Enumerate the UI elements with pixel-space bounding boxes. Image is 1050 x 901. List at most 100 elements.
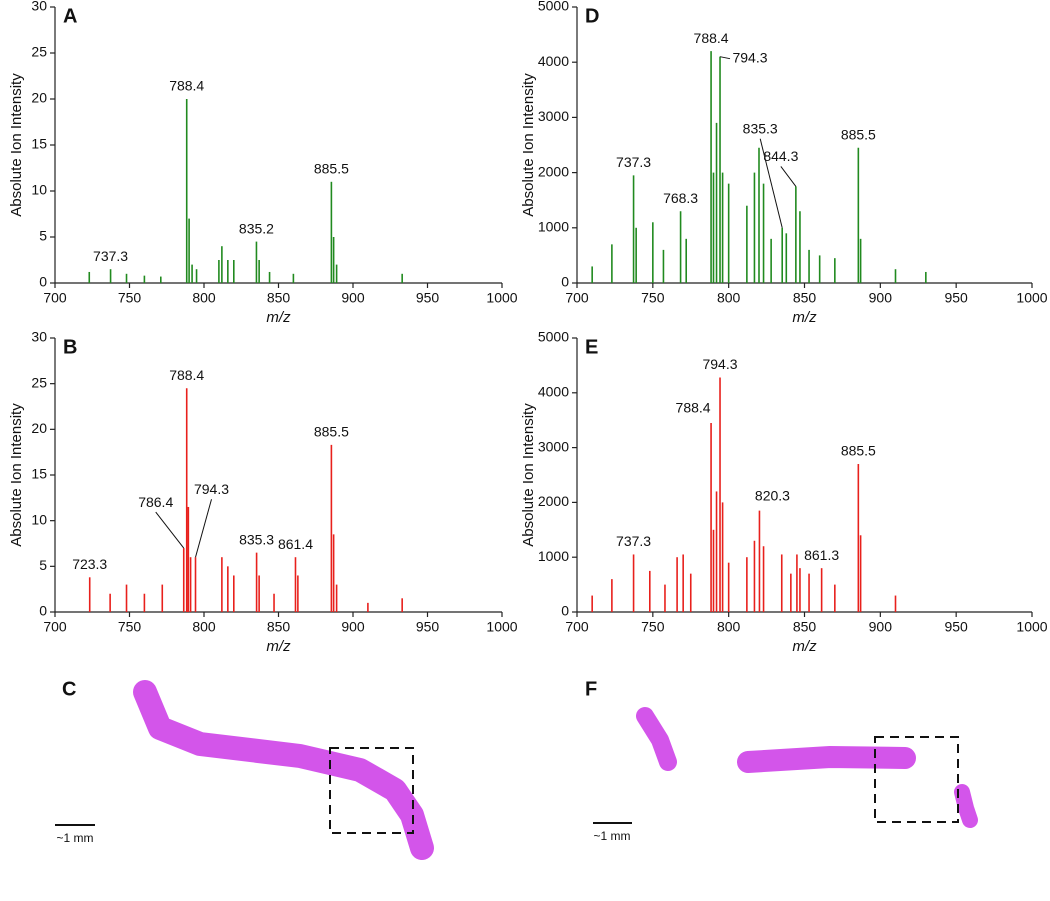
x-tick-label: 850 [267,290,291,306]
x-tick-label: 750 [641,619,665,635]
panel-letter: D [585,5,599,27]
panel-letter: B [63,336,77,358]
y-tick-label: 25 [31,44,47,60]
y-tick-label: 0 [561,603,569,619]
peak-label: 723.3 [72,556,107,572]
x-tick-label: 700 [43,290,67,306]
x-axis-title: m/z [266,309,291,326]
peak-label: 820.3 [755,487,790,503]
x-tick-label: 800 [192,619,216,635]
peak-label: 794.3 [194,481,229,497]
x-tick-label: 900 [869,290,893,306]
y-tick-label: 15 [31,136,47,152]
peak-label: 885.5 [314,161,349,177]
peak-label: 885.5 [314,424,349,440]
x-tick-label: 850 [793,619,817,635]
x-tick-label: 950 [944,619,968,635]
y-tick-label: 2000 [538,493,569,509]
y-tick-label: 3000 [538,108,569,124]
y-axis-title: Absolute Ion Intensity [8,403,25,547]
tissue-section [636,707,677,771]
peak-label: 835.3 [239,531,274,547]
y-tick-label: 4000 [538,53,569,69]
x-tick-label: 1000 [486,619,517,635]
roi-box [329,747,414,834]
tissue-image-f: ~1 mm F [585,678,978,843]
y-tick-label: 5000 [538,329,569,345]
peak-label: 794.3 [702,356,737,372]
x-tick-label: 700 [43,619,67,635]
peak-label: 861.3 [804,547,839,563]
y-tick-label: 25 [31,374,47,390]
peak-label: 768.3 [663,190,698,206]
y-tick-label: 30 [31,329,47,345]
leader-line [719,56,731,60]
x-tick-label: 700 [565,619,589,635]
y-tick-label: 5000 [538,0,569,14]
y-tick-label: 2000 [538,163,569,179]
y-tick-label: 10 [31,511,47,527]
peak-label: 788.4 [694,30,729,46]
peak-label: 788.4 [676,400,711,416]
leader-line [195,499,212,558]
x-tick-label: 750 [118,619,142,635]
y-tick-label: 5 [39,228,47,244]
x-tick-label: 750 [641,290,665,306]
panel-letter: F [585,678,597,700]
x-tick-label: 1000 [1016,290,1047,306]
panel-letter: C [62,678,76,700]
peak-label: 737.3 [616,533,651,549]
y-tick-label: 1000 [538,548,569,564]
x-tick-label: 1000 [486,290,517,306]
panel-letter: A [63,5,77,27]
tissue-image-c: ~1 mm C [55,678,434,860]
leader-line [780,166,797,187]
leader-line [759,138,783,228]
x-tick-label: 900 [869,619,893,635]
y-tick-label: 3000 [538,438,569,454]
x-tick-label: 950 [416,619,440,635]
y-axis-title: Absolute Ion Intensity [520,73,537,217]
x-tick-label: 750 [118,290,142,306]
y-tick-label: 0 [561,274,569,290]
peak-label: 861.4 [278,536,313,552]
y-tick-label: 0 [39,274,47,290]
tissue-section [737,746,916,773]
x-axis-title: m/z [792,309,817,326]
x-axis-title: m/z [266,638,291,655]
y-tick-label: 20 [31,90,47,106]
y-tick-label: 5 [39,557,47,573]
y-axis-title: Absolute Ion Intensity [520,403,537,547]
y-axis-title: Absolute Ion Intensity [8,73,25,217]
x-tick-label: 900 [341,290,365,306]
x-tick-label: 850 [267,619,291,635]
roi-box [874,736,959,823]
x-tick-label: 1000 [1016,619,1047,635]
peak-label: 786.4 [138,494,173,510]
scale-label: ~1 mm [56,831,93,845]
peak-label: 835.3 [743,121,778,137]
x-tick-label: 900 [341,619,365,635]
tissue-section [133,680,434,860]
y-tick-label: 30 [31,0,47,14]
y-tick-label: 4000 [538,384,569,400]
y-tick-label: 1000 [538,219,569,235]
x-tick-label: 850 [793,290,817,306]
peak-label: 737.3 [93,248,128,264]
scale-label: ~1 mm [593,829,630,843]
y-tick-label: 15 [31,466,47,482]
peak-label: 885.5 [841,443,876,459]
y-tick-label: 20 [31,420,47,436]
peak-label: 788.4 [169,78,204,94]
peak-label: 794.3 [732,49,767,65]
y-tick-label: 0 [39,603,47,619]
peak-label: 885.5 [841,126,876,142]
x-tick-label: 700 [565,290,589,306]
peak-label: 835.2 [239,220,274,236]
x-tick-label: 800 [717,290,741,306]
x-tick-label: 950 [416,290,440,306]
panel-letter: E [585,336,598,358]
x-tick-label: 800 [717,619,741,635]
peak-label: 844.3 [763,148,798,164]
